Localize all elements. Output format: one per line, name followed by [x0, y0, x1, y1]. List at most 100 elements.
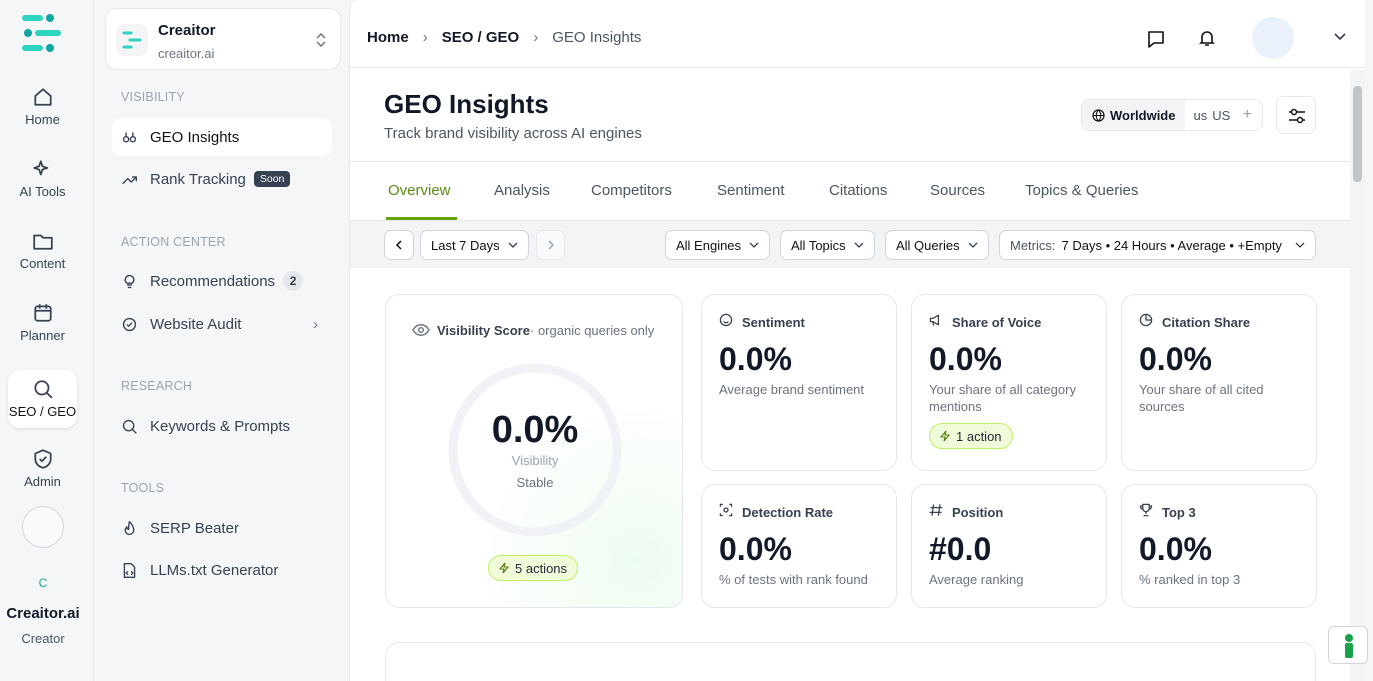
nav-item[interactable]: Recommendations 2 [112, 262, 332, 300]
card-description: Your share of all category mentions [929, 382, 1076, 414]
icon [122, 419, 137, 434]
card-title: Top 3 [1162, 505, 1196, 520]
help-button[interactable] [1328, 626, 1368, 664]
icon [123, 562, 136, 578]
icon [124, 274, 135, 288]
avatar[interactable] [22, 506, 64, 548]
bolt-icon [940, 430, 950, 442]
engines-filter[interactable]: All Engines [665, 230, 771, 260]
action-pill[interactable]: 1 action [929, 423, 1013, 449]
rail-label: Home [25, 112, 60, 127]
tab[interactable]: Sources [930, 182, 986, 199]
rail-label: Planner [20, 328, 65, 343]
chat-button[interactable] [1146, 29, 1166, 49]
card-title: Share of Voice [952, 315, 1042, 330]
globe-icon [1092, 108, 1105, 122]
actions-pill[interactable]: 5 actions [488, 555, 579, 581]
tab[interactable]: Competitors [591, 182, 672, 199]
rail-item[interactable]: AI Tools [8, 150, 77, 208]
nav-label: Rank Tracking [150, 170, 246, 188]
tab[interactable]: Citations [829, 182, 888, 199]
tab[interactable]: Analysis [494, 182, 550, 199]
metric-card: Sentiment 0.0% Average brand sentiment [701, 294, 897, 471]
nav-item[interactable]: GEO Insights [112, 118, 332, 156]
rail-label: Admin [24, 474, 61, 489]
rail-item[interactable]: SEO / GEO [8, 370, 77, 428]
eye-icon [412, 324, 430, 336]
nav-item[interactable]: Website Audit › [112, 305, 332, 343]
card-value: #0.0 [929, 531, 992, 567]
country: US [1212, 107, 1231, 123]
chevron [316, 32, 326, 48]
metric-card: Top 3 0.0% % ranked in top 3 [1121, 484, 1317, 608]
card-title: Citation Share [1162, 315, 1251, 330]
period: Last 7 Days [431, 237, 500, 253]
topbar: Home › SEO / GEO › GEO Insights [350, 0, 1365, 68]
crumb[interactable]: SEO / GEO [441, 29, 520, 46]
prev-button[interactable] [384, 230, 414, 260]
section-title: TOOLS [121, 481, 165, 495]
icon [1139, 503, 1153, 517]
card-title: Detection Rate [742, 505, 834, 520]
topics-filter[interactable]: All Topics [780, 230, 875, 260]
region-selector[interactable]: Worldwide us US + [1081, 99, 1263, 131]
rail-item[interactable]: Admin [8, 440, 77, 498]
icon [122, 317, 137, 331]
count-badge: 2 [283, 271, 304, 291]
tab[interactable]: Overview [388, 182, 451, 199]
icon [33, 449, 52, 469]
settings-button[interactable] [1276, 96, 1316, 134]
metrics: 7 Days • 24 Hours • Average • +Empty [1061, 237, 1282, 253]
icon [719, 503, 733, 517]
icon [33, 304, 52, 322]
metric-card: Detection Rate 0.0% % of tests with rank f… [701, 484, 897, 608]
card-title: Sentiment [742, 315, 805, 330]
sidebar: Creaitor creaitor.ai VISIBILITY GEO Insig… [95, 0, 349, 681]
card-description: Your share of all cited sources [1139, 382, 1264, 414]
icon [32, 160, 48, 176]
workspace-switcher[interactable]: Creaitor creaitor.ai [105, 8, 341, 70]
page-subtitle: Track brand visibility across AI engines [384, 125, 642, 142]
rail-item[interactable]: Content [8, 222, 77, 280]
visibility-label: Visibility [511, 453, 559, 468]
nav-item[interactable]: Keywords & Prompts [112, 407, 332, 445]
tab[interactable]: Sentiment [717, 182, 785, 199]
nav-label: GEO Insights [150, 128, 240, 146]
bell-button[interactable] [1197, 28, 1217, 48]
card-value: 0.0% [1139, 341, 1212, 377]
logo [22, 14, 61, 52]
rail-item[interactable]: Home [8, 78, 77, 136]
rail-label: Content [19, 256, 66, 271]
nav-item[interactable]: SERP Beater [112, 509, 332, 547]
user-initial: C [38, 576, 48, 590]
card-description: % ranked in top 3 [1139, 572, 1241, 587]
icon [33, 88, 52, 106]
card-value: 0.0% [929, 341, 1002, 377]
icon [33, 380, 52, 399]
chevron: › [313, 315, 318, 333]
topics: All Topics [791, 237, 846, 253]
metrics-filter[interactable]: Metrics: 7 Days • 24 Hours • Average • +E… [999, 230, 1316, 260]
queries-filter[interactable]: All Queries [885, 230, 989, 260]
visibility-trend: Stable [516, 475, 554, 490]
next-button[interactable] [536, 230, 565, 260]
tab[interactable]: Topics & Queries [1025, 182, 1139, 199]
rail-item[interactable]: Planner [8, 294, 77, 352]
period-filter[interactable]: Last 7 Days [420, 230, 529, 260]
user-avatar[interactable] [1252, 17, 1294, 59]
menu-chevron[interactable] [1333, 32, 1347, 42]
icon [124, 520, 135, 535]
card-value: 0.0% [719, 531, 792, 567]
card-description: Average brand sentiment [719, 382, 865, 397]
card-icon [928, 502, 944, 523]
nav-item[interactable]: Rank Tracking Soon [112, 160, 332, 198]
crumb[interactable]: Home [367, 29, 409, 46]
visibility-title: Visibility Score [437, 323, 530, 338]
country-code: us [1193, 107, 1208, 123]
action-label: 1 action [956, 428, 1002, 444]
card-value: 0.0% [1139, 531, 1212, 567]
card-title: Position [952, 505, 1004, 520]
nav-item[interactable]: LLMs.txt Generator [112, 551, 332, 589]
engines: All Engines [676, 237, 742, 253]
card-description: Average ranking [929, 572, 1024, 587]
